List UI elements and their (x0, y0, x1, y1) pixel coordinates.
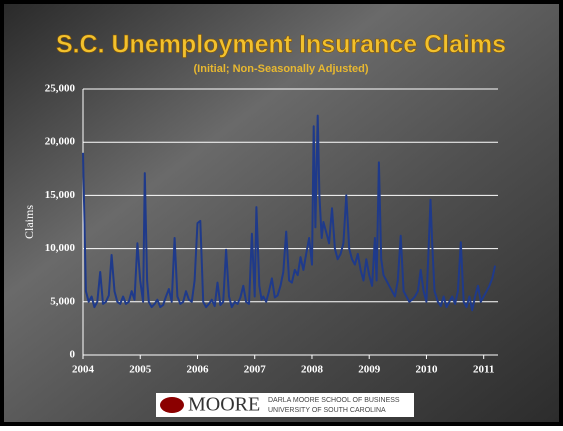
logo-line1: DARLA MOORE SCHOOL OF BUSINESS (268, 397, 400, 404)
y-tick-label: 15,000 (45, 189, 76, 201)
x-tick-label: 2008 (301, 364, 324, 376)
y-tick-label: 20,000 (45, 136, 76, 148)
y-tick-label: 25,000 (45, 83, 76, 95)
logo-text: MOORE (188, 394, 260, 416)
y-tick-label: 10,000 (45, 242, 76, 254)
y-tick-label: 0 (70, 349, 76, 361)
logo-box (156, 393, 414, 417)
chart-subtitle: (Initial; Non-Seasonally Adjusted) (194, 63, 369, 75)
x-tick-label: 2004 (72, 364, 95, 376)
chart-title: S.C. Unemployment Insurance Claims (56, 31, 506, 59)
x-tick-label: 2005 (129, 364, 152, 376)
background (4, 4, 559, 422)
x-tick-label: 2010 (415, 364, 438, 376)
footer-logo: MOORE DARLA MOORE SCHOOL OF BUSINESS UNI… (156, 393, 414, 417)
x-tick-label: 2006 (186, 364, 209, 376)
x-tick-label: 2011 (473, 364, 494, 376)
x-tick-label: 2007 (244, 364, 267, 376)
logo-icon (160, 397, 184, 413)
logo-line2: UNIVERSITY OF SOUTH CAROLINA (268, 407, 386, 414)
y-tick-label: 5,000 (50, 295, 75, 307)
data-line (82, 114, 497, 312)
x-tick-label: 2009 (358, 364, 381, 376)
y-axis-label: Claims (22, 205, 36, 239)
